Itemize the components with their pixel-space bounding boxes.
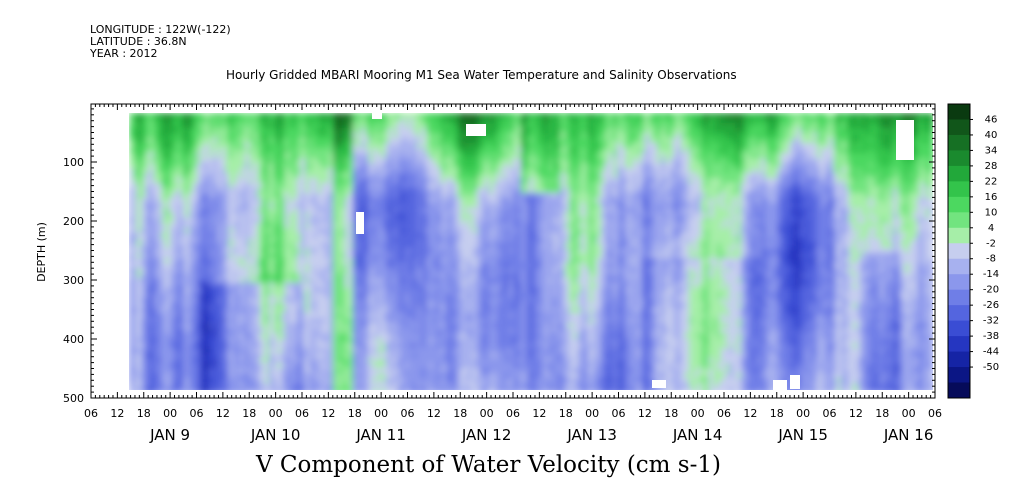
year-label: YEAR : 2012 [90, 47, 158, 60]
colorbar-label: -26 [983, 300, 999, 311]
x-tick-label: 00 [269, 407, 283, 420]
colorbar-swatch [948, 165, 970, 182]
x-tick-label: 18 [559, 407, 573, 420]
x-tick-label: 06 [401, 407, 415, 420]
x-axis: 06 12 18 00 06 12 18 00 06 12 18 00 06 12 18 00 06 12 18 00… [84, 104, 942, 444]
colorbar-label: 28 [985, 161, 998, 172]
colorbar-swatch [948, 274, 970, 291]
colorbar-swatch [948, 320, 970, 337]
y-tick-label: 400 [63, 333, 84, 346]
colorbar-label: 4 [988, 223, 994, 234]
colorbar-label: -2 [986, 238, 996, 249]
x-tick-label: 12 [321, 407, 335, 420]
y-axis-label: DEPTH (m) [35, 222, 48, 282]
colorbar-swatch [948, 227, 970, 244]
x-tick-label: 18 [875, 407, 889, 420]
colorbar: 46 40 34 28 22 16 10 4 -2 -8 -14 -20 -26 -32 -38 -44 -50 [947, 103, 999, 399]
colorbar-label: 10 [985, 207, 998, 218]
colorbar-swatch [948, 196, 970, 213]
x-tick-label: 18 [137, 407, 151, 420]
x-day-label: JAN 14 [672, 426, 723, 444]
x-tick-label: 00 [902, 407, 916, 420]
x-tick-label: 12 [743, 407, 757, 420]
colorbar-swatch [948, 119, 970, 136]
missing-data-patches [356, 113, 914, 390]
colorbar-label: -8 [986, 254, 996, 265]
y-tick-label: 100 [63, 156, 84, 169]
x-tick-label: 12 [638, 407, 652, 420]
y-tick-label: 200 [63, 215, 84, 228]
x-tick-label: 06 [928, 407, 942, 420]
colorbar-label: 16 [985, 192, 998, 203]
x-tick-label: 06 [823, 407, 837, 420]
x-day-label: JAN 11 [355, 426, 406, 444]
heatmap-field [129, 113, 933, 390]
x-tick-label: 00 [796, 407, 810, 420]
x-tick-label: 00 [585, 407, 599, 420]
colorbar-swatch [948, 305, 970, 322]
colorbar-swatch [948, 212, 970, 229]
colorbar-label: -50 [983, 362, 999, 373]
x-tick-label: 00 [480, 407, 494, 420]
x-tick-label: 06 [717, 407, 731, 420]
x-day-label: JAN 9 [149, 426, 190, 444]
colorbar-swatch [948, 104, 970, 120]
colorbar-label: -32 [983, 316, 999, 327]
colorbar-swatch [948, 382, 970, 399]
colorbar-label: -20 [983, 285, 999, 296]
colorbar-label: 22 [985, 176, 998, 187]
x-tick-label: 00 [374, 407, 388, 420]
latitude-label: LATITUDE : 36.8N [90, 35, 187, 48]
y-tick-label: 500 [63, 392, 84, 405]
x-day-label: JAN 10 [250, 426, 301, 444]
x-tick-label: 18 [242, 407, 256, 420]
colorbar-swatch [948, 150, 970, 167]
colorbar-swatch [948, 243, 970, 260]
x-tick-label: 00 [691, 407, 705, 420]
colorbar-label: -38 [983, 331, 999, 342]
colorbar-swatch [948, 289, 970, 306]
x-day-label: JAN 16 [883, 426, 934, 444]
chart-title: V Component of Water Velocity (cm s-1) [256, 452, 721, 478]
colorbar-swatch [948, 258, 970, 275]
colorbar-label: -14 [983, 269, 999, 280]
x-tick-label: 12 [216, 407, 230, 420]
x-day-label: JAN 13 [566, 426, 617, 444]
x-tick-label: 06 [190, 407, 204, 420]
x-tick-label: 06 [295, 407, 309, 420]
x-tick-label: 12 [427, 407, 441, 420]
y-tick-label: 300 [63, 274, 84, 287]
x-tick-label: 06 [506, 407, 520, 420]
x-tick-label: 06 [612, 407, 626, 420]
x-tick-label: 06 [84, 407, 98, 420]
colorbar-label: 46 [985, 114, 998, 125]
x-day-label: JAN 12 [461, 426, 512, 444]
colorbar-label: 34 [985, 145, 998, 156]
colorbar-swatch [948, 181, 970, 198]
colorbar-label: -44 [983, 347, 999, 358]
y-axis: 100 200 300 400 500 [63, 108, 935, 405]
longitude-label: LONGITUDE : 122W(-122) [90, 23, 231, 36]
x-tick-label: 12 [110, 407, 124, 420]
colorbar-swatch [948, 351, 970, 368]
x-tick-label: 12 [532, 407, 546, 420]
chart-header-title: Hourly Gridded MBARI Mooring M1 Sea Wate… [226, 68, 737, 82]
x-tick-label: 18 [664, 407, 678, 420]
x-day-label: JAN 15 [777, 426, 828, 444]
colorbar-swatch [948, 134, 970, 151]
x-tick-label: 18 [453, 407, 467, 420]
x-tick-label: 18 [770, 407, 784, 420]
metadata-block: LONGITUDE : 122W(-122) LATITUDE : 36.8N … [90, 24, 231, 60]
x-tick-label: 12 [849, 407, 863, 420]
x-tick-label: 18 [348, 407, 362, 420]
colorbar-label: 40 [985, 130, 998, 141]
x-tick-label: 00 [163, 407, 177, 420]
colorbar-swatch [948, 367, 970, 384]
colorbar-swatch [948, 336, 970, 353]
